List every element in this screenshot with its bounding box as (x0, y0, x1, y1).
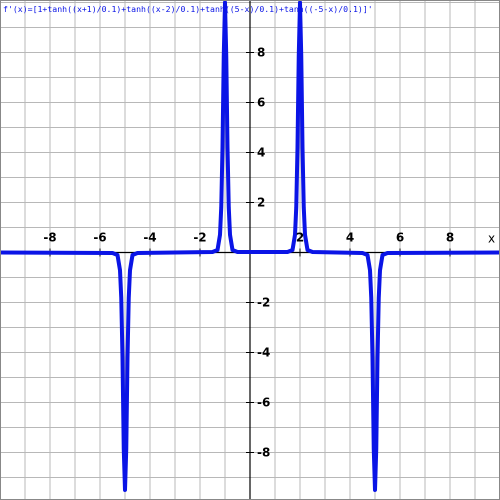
x-tick-label: -6 (93, 231, 106, 245)
x-tick-label: -4 (143, 231, 156, 245)
x-axis-label: x (488, 232, 495, 246)
y-tick-label: -8 (257, 446, 270, 460)
labels: -8 -6 -4 -2 2 4 6 8 -8 -6 -4 -2 2 4 6 8 x f'(x)=[1+tanh((… (3, 4, 495, 460)
x-tick-label: 8 (446, 231, 454, 245)
x-tick-label: -2 (193, 231, 206, 245)
x-tick-label: 2 (296, 231, 304, 245)
y-tick-label: 6 (257, 96, 265, 110)
y-tick-label: -2 (257, 296, 270, 310)
y-tick-label: -4 (257, 346, 270, 360)
x-tick-label: 6 (396, 231, 404, 245)
y-tick-label: 2 (257, 196, 265, 210)
y-tick-label: 8 (257, 46, 265, 60)
x-tick-label: 4 (346, 231, 354, 245)
y-tick-label: 4 (257, 146, 265, 160)
y-tick-label: -6 (257, 396, 270, 410)
x-tick-label: -8 (43, 231, 56, 245)
chart-title: f'(x)=[1+tanh((x+1)/0.1)+tanh((x-2)/0.1)… (3, 4, 373, 14)
